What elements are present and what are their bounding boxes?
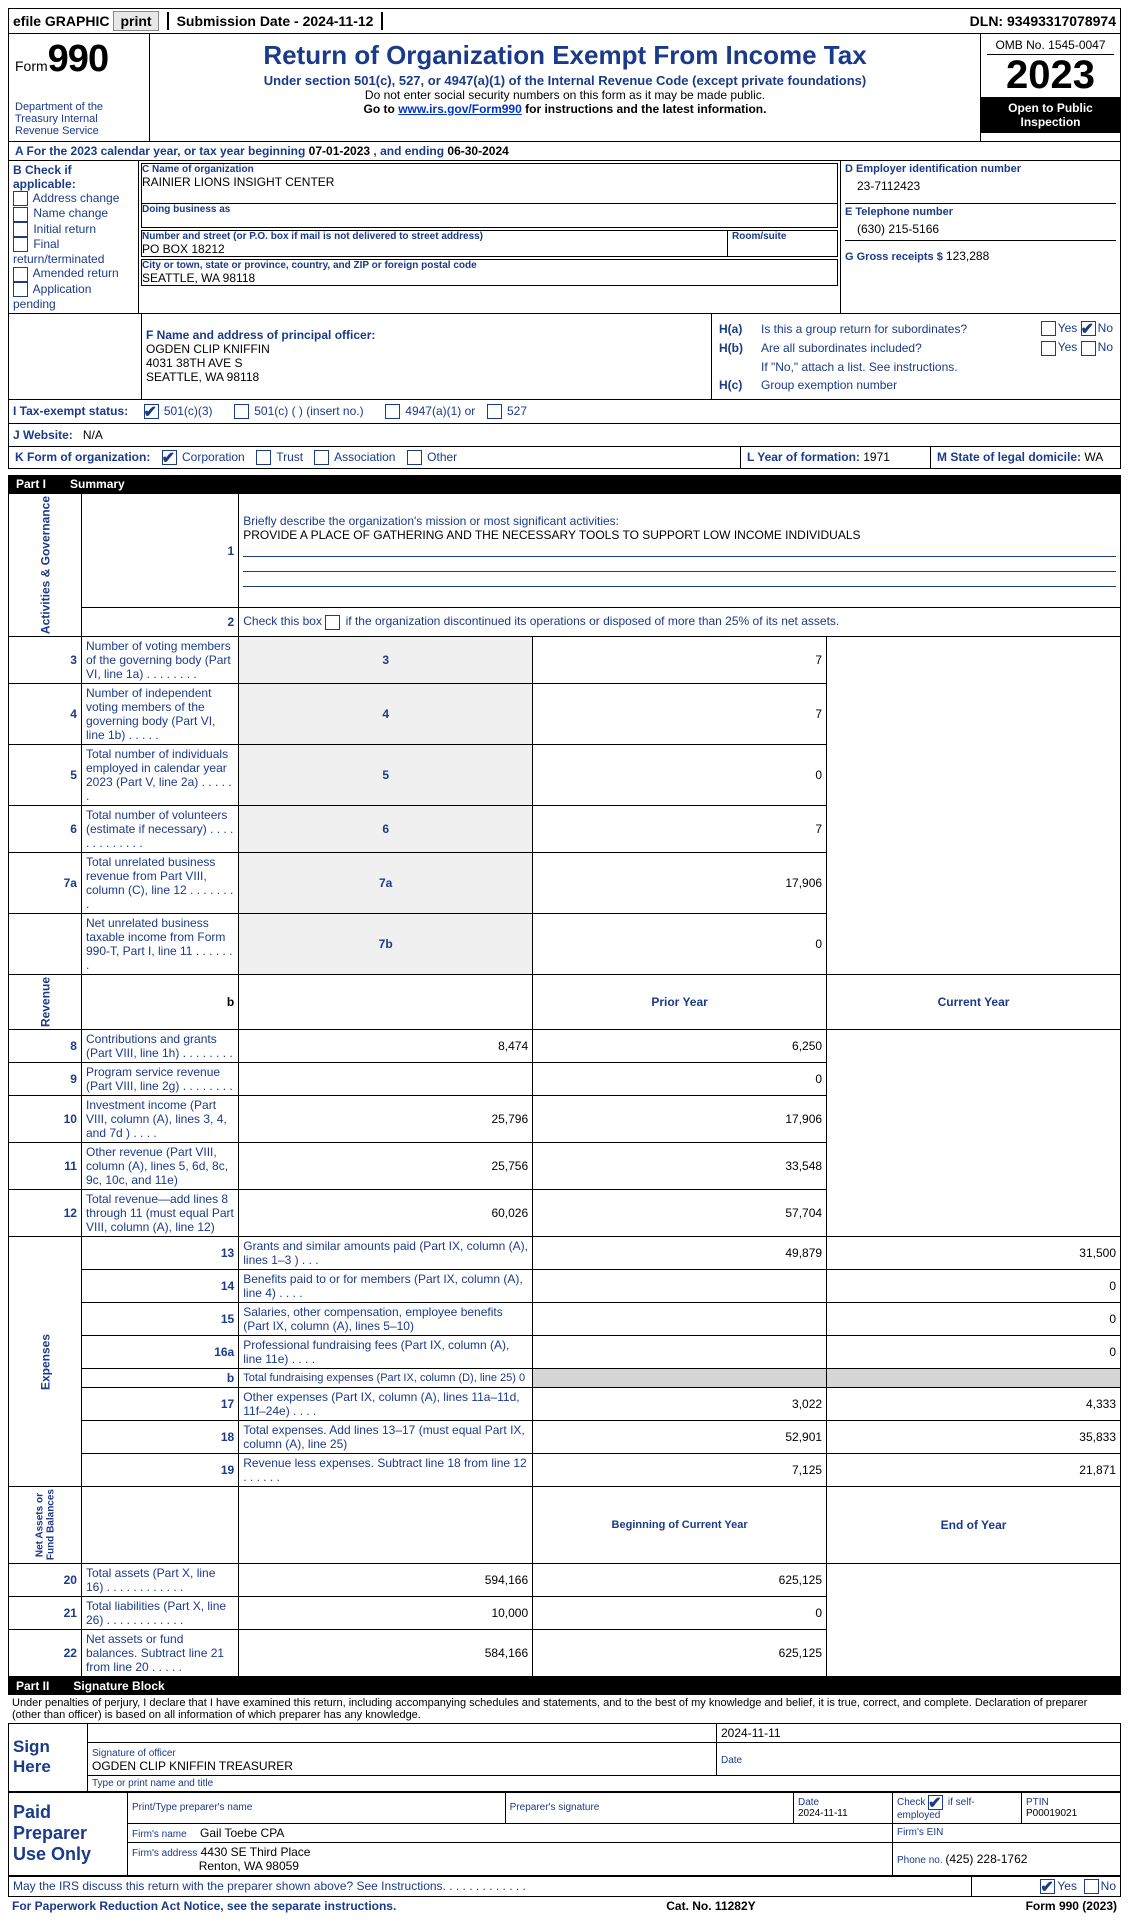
discuss-no-checkbox[interactable]: [1084, 1879, 1099, 1894]
corp-checkbox[interactable]: [162, 450, 177, 465]
form-subtitle: Under section 501(c), 527, or 4947(a)(1)…: [156, 73, 974, 88]
form-title: Return of Organization Exempt From Incom…: [156, 40, 974, 71]
officer-sig-date: 2024-11-11: [717, 1723, 1121, 1742]
org-address: PO BOX 18212: [142, 242, 727, 256]
summary-row-5: 5Total number of individuals employed in…: [9, 745, 1121, 806]
page-footer: For Paperwork Reduction Act Notice, see …: [8, 1897, 1121, 1915]
prior-year-hdr: Prior Year: [533, 975, 827, 1030]
summary-row-11: 11Other revenue (Part VIII, column (A), …: [9, 1143, 1121, 1190]
checkbox-name-change: Name change: [13, 206, 134, 221]
summary-row-19: 19Revenue less expenses. Subtract line 1…: [9, 1454, 1121, 1487]
ssn-note: Do not enter social security numbers on …: [156, 88, 974, 102]
efile-label: efile GRAPHIC: [13, 13, 109, 29]
summary-row-15: 15Salaries, other compensation, employee…: [9, 1303, 1121, 1336]
mission-text: PROVIDE A PLACE OF GATHERING AND THE NEC…: [243, 528, 860, 542]
identification-grid: B Check if applicable: Address change Na…: [8, 161, 1121, 314]
summary-row-18: 18Total expenses. Add lines 13–17 (must …: [9, 1421, 1121, 1454]
summary-row-9: 9Program service revenue (Part VIII, lin…: [9, 1063, 1121, 1096]
501c3-checkbox[interactable]: [144, 404, 159, 419]
summary-row-6: 6Total number of volunteers (estimate if…: [9, 806, 1121, 853]
summary-row-14: 14Benefits paid to or for members (Part …: [9, 1270, 1121, 1303]
assoc-checkbox[interactable]: [314, 450, 329, 465]
tax-year: 2023: [987, 55, 1114, 95]
4947-checkbox[interactable]: [385, 404, 400, 419]
trust-checkbox[interactable]: [256, 450, 271, 465]
summary-row-21: 21Total liabilities (Part X, line 26) . …: [9, 1596, 1121, 1629]
discuss-with-preparer: May the IRS discuss this return with the…: [9, 1876, 972, 1896]
phone: (630) 215-5166: [845, 218, 1116, 240]
org-name: RAINIER LIONS INSIGHT CENTER: [142, 175, 837, 189]
summary-row-13: Expenses13Grants and similar amounts pai…: [9, 1237, 1121, 1270]
summary-row-b: bTotal fundraising expenses (Part IX, co…: [9, 1369, 1121, 1388]
org-city: SEATTLE, WA 98118: [142, 271, 837, 285]
summary-row-12: 12Total revenue—add lines 8 through 11 (…: [9, 1190, 1121, 1237]
summary-row-8: 8Contributions and grants (Part VIII, li…: [9, 1030, 1121, 1063]
current-year-hdr: Current Year: [827, 975, 1121, 1030]
checkbox-amended-return: Amended return: [13, 266, 134, 281]
dept-label: Department of the Treasury Internal Reve…: [15, 101, 143, 137]
submission-label: Submission Date - 2024-11-12: [177, 13, 374, 29]
summary-row-3: 3Number of voting members of the governi…: [9, 637, 1121, 684]
state-domicile: WA: [1084, 450, 1103, 464]
checkbox-initial-return: Initial return: [13, 222, 134, 237]
row-a-taxyear: A For the 2023 calendar year, or tax yea…: [8, 142, 1121, 161]
hb-no-checkbox[interactable]: [1081, 341, 1096, 356]
checkbox-final-return-terminated: Final return/terminated: [13, 237, 134, 266]
perjury-declaration: Under penalties of perjury, I declare th…: [8, 1695, 1121, 1723]
part-i-header: Part ISummary: [8, 475, 1121, 493]
print-button[interactable]: print: [113, 11, 158, 31]
summary-row-7b: Net unrelated business taxable income fr…: [9, 914, 1121, 975]
officer-label: F Name and address of principal officer:: [146, 328, 707, 342]
officer-name: OGDEN CLIP KNIFFIN: [146, 342, 707, 356]
sign-here-label: Sign Here: [9, 1723, 88, 1791]
vtab-revenue: Revenue: [9, 975, 82, 1030]
summary-table: Activities & Governance 1 Briefly descri…: [8, 493, 1121, 1676]
summary-row-16a: 16aProfessional fundraising fees (Part I…: [9, 1336, 1121, 1369]
summary-row-22: 22Net assets or fund balances. Subtract …: [9, 1629, 1121, 1676]
527-checkbox[interactable]: [487, 404, 502, 419]
form-header: Form990 Department of the Treasury Inter…: [8, 34, 1121, 142]
vtab-governance: Activities & Governance: [9, 494, 82, 637]
firm-phone: (425) 228-1762: [945, 1852, 1027, 1866]
ein: 23-7112423: [845, 175, 1116, 203]
summary-row-4: 4Number of independent voting members of…: [9, 684, 1121, 745]
paid-preparer-label: Paid Preparer Use Only: [9, 1792, 128, 1875]
dln: DLN: 93493317078974: [970, 13, 1116, 29]
section-b-label: B Check if applicable:: [13, 163, 134, 191]
public-inspection-badge: Open to Public Inspection: [981, 97, 1120, 133]
form-number: 990: [48, 38, 108, 80]
firm-name: Gail Toebe CPA: [200, 1826, 284, 1840]
ha-yes-checkbox[interactable]: [1041, 321, 1056, 336]
hb-yes-checkbox[interactable]: [1041, 341, 1056, 356]
summary-row-20: 20Total assets (Part X, line 16) . . . .…: [9, 1563, 1121, 1596]
ptin: P00019021: [1026, 1808, 1077, 1819]
website-value: N/A: [83, 428, 103, 442]
summary-row-10: 10Investment income (Part VIII, column (…: [9, 1096, 1121, 1143]
tax-exempt-label: I Tax-exempt status:: [13, 404, 128, 418]
checkbox-application-pending: Application pending: [13, 282, 134, 311]
other-checkbox[interactable]: [407, 450, 422, 465]
website-label: J Website:: [13, 428, 73, 442]
preparer-date: 2024-11-11: [798, 1808, 848, 1819]
firm-address-1: 4430 SE Third Place: [201, 1845, 311, 1859]
discuss-yes-checkbox[interactable]: [1040, 1879, 1055, 1894]
summary-row-7a: 7aTotal unrelated business revenue from …: [9, 853, 1121, 914]
instructions-link[interactable]: www.irs.gov/Form990: [398, 102, 522, 116]
vtab-netassets: Net Assets or Fund Balances: [9, 1487, 82, 1563]
checkbox-address-change: Address change: [13, 191, 134, 206]
topbar: efile GRAPHIC print Submission Date - 20…: [8, 8, 1121, 34]
gross-receipts: 123,288: [946, 249, 989, 263]
ha-no-checkbox[interactable]: [1081, 321, 1096, 336]
year-formation: 1971: [863, 450, 890, 464]
501c-checkbox[interactable]: [234, 404, 249, 419]
firm-address-2: Renton, WA 98059: [199, 1859, 299, 1873]
discontinued-checkbox[interactable]: [325, 615, 340, 630]
summary-row-17: 17Other expenses (Part IX, column (A), l…: [9, 1388, 1121, 1421]
form-label: Form: [15, 58, 48, 74]
self-employed-checkbox[interactable]: [928, 1795, 943, 1810]
form-org-label: K Form of organization:: [15, 450, 150, 464]
part-ii-header: Part IISignature Block: [8, 1677, 1121, 1695]
klm-row: K Form of organization: Corporation Trus…: [8, 447, 1121, 469]
